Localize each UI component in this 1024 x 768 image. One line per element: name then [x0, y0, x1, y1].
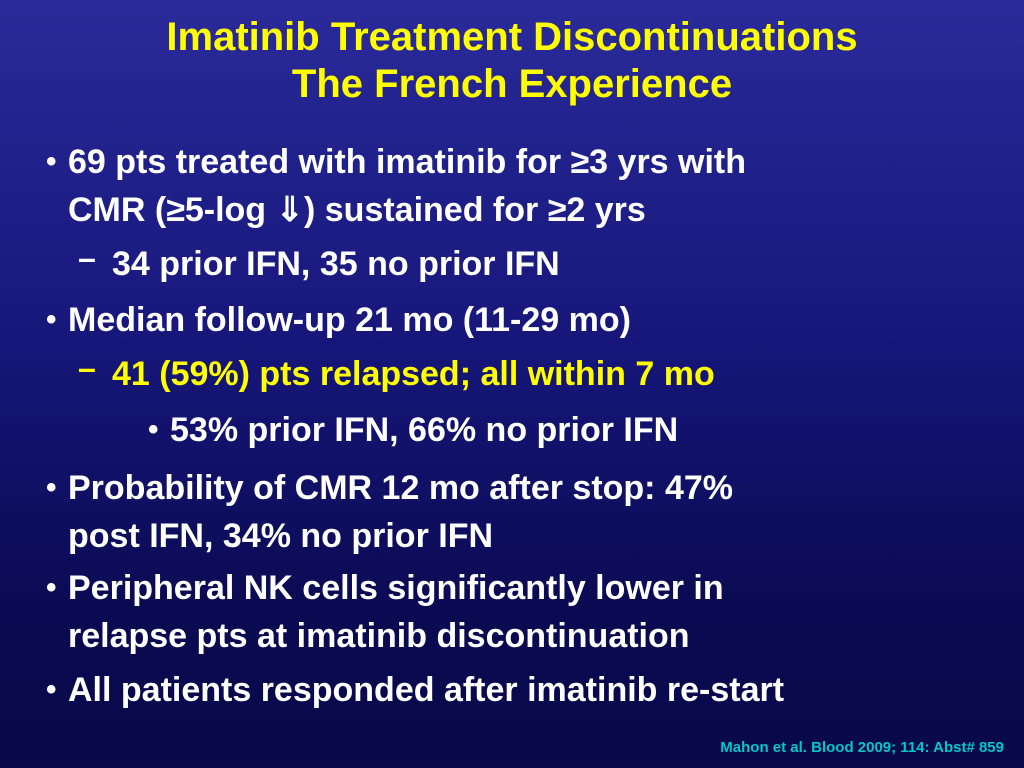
bullet-text-line: CMR (≥5-log ⇓) sustained for ≥2 yrs — [68, 191, 646, 229]
bullet-marker: • — [46, 571, 57, 604]
sub-bullet-text: 34 prior IFN, 35 no prior IFN — [112, 245, 560, 283]
bullet-text-line: Probability of CMR 12 mo after stop: 47% — [68, 469, 733, 507]
dash-marker: – — [78, 350, 96, 386]
bullet-marker: • — [46, 471, 57, 504]
title-line-2: The French Experience — [291, 62, 733, 106]
bullet-text-line: All patients responded after imatinib re… — [68, 671, 785, 709]
sub-sub-bullet-item: • 53% prior IFN, 66% no prior IFN — [148, 406, 678, 454]
bullet-text-line: post IFN, 34% no prior IFN — [68, 517, 494, 555]
bullet-item: • Median follow-up 21 mo (11-29 mo) — [46, 296, 631, 344]
bullet-item: • Probability of CMR 12 mo after stop: 4… — [46, 464, 733, 560]
sub-bullet-item-highlight: – 41 (59%) pts relapsed; all within 7 mo — [78, 350, 715, 398]
title-line-1: Imatinib Treatment Discontinuations — [166, 15, 858, 59]
sub-bullet-item: – 34 prior IFN, 35 no prior IFN — [78, 240, 560, 288]
bullet-marker: • — [46, 673, 57, 706]
sub-sub-bullet-text: 53% prior IFN, 66% no prior IFN — [170, 411, 679, 449]
dash-marker: – — [78, 240, 96, 276]
bullet-marker: • — [46, 145, 57, 178]
bullet-item: • Peripheral NK cells significantly lowe… — [46, 564, 724, 660]
slide-title: Imatinib Treatment Discontinuations The … — [0, 14, 1024, 108]
bullet-text-line: Peripheral NK cells significantly lower … — [68, 569, 724, 607]
bullet-item: • All patients responded after imatinib … — [46, 666, 784, 714]
bullet-text-line: Median follow-up 21 mo (11-29 mo) — [68, 301, 631, 339]
bullet-item: • 69 pts treated with imatinib for ≥3 yr… — [46, 138, 746, 234]
bullet-marker: • — [46, 303, 57, 336]
bullet-text-line: relapse pts at imatinib discontinuation — [68, 617, 690, 655]
bullet-marker: • — [148, 413, 159, 446]
citation: Mahon et al. Blood 2009; 114: Abst# 859 — [720, 739, 1004, 756]
sub-bullet-text: 41 (59%) pts relapsed; all within 7 mo — [112, 355, 715, 393]
bullet-text-line: 69 pts treated with imatinib for ≥3 yrs … — [68, 143, 747, 181]
